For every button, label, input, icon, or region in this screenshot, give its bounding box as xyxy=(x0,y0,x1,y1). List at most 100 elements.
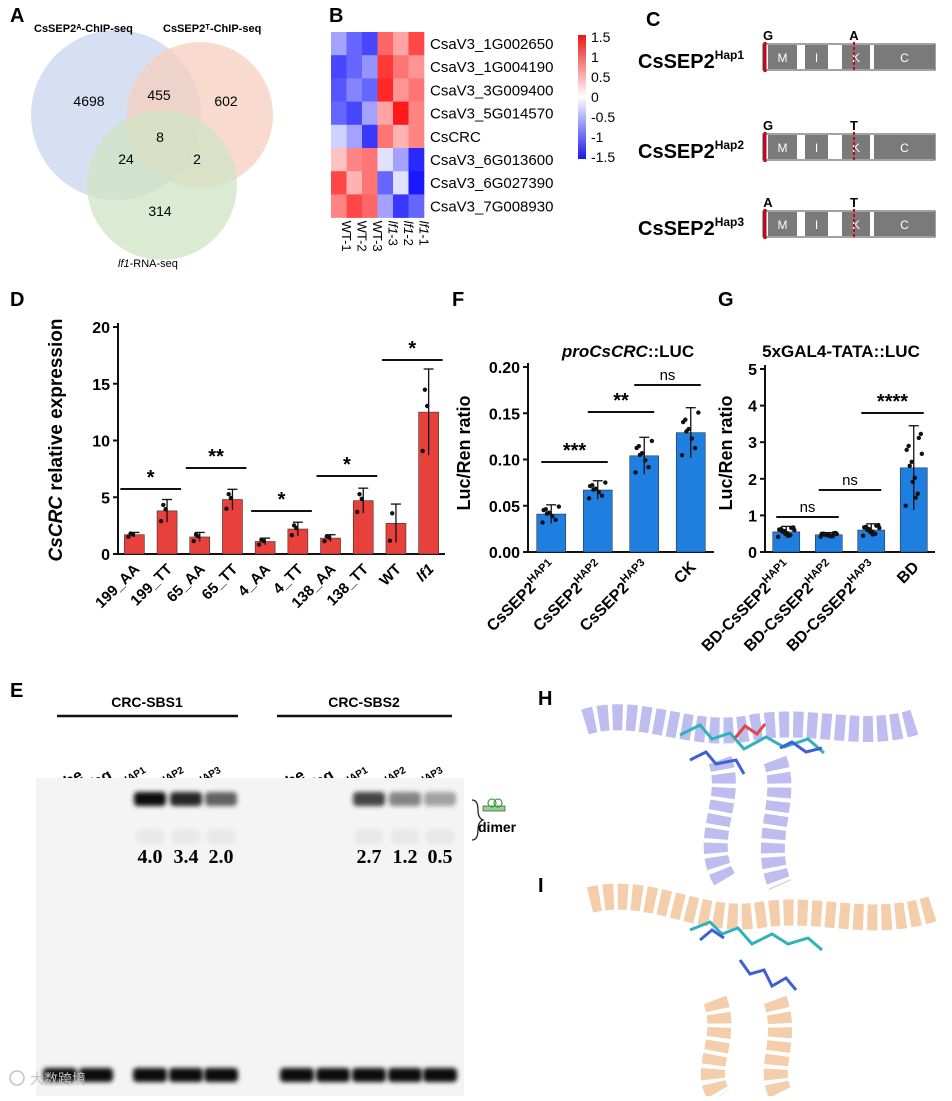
domain-label: K xyxy=(852,141,860,155)
gene-domain-i xyxy=(805,45,828,69)
haplotype-label: CsSEP2Hap2 xyxy=(638,138,744,163)
data-point xyxy=(828,534,833,539)
venn-count-t-rna: 2 xyxy=(193,151,201,167)
gel-band xyxy=(133,1068,167,1082)
gel-band xyxy=(316,1068,350,1082)
chart-f: 0.000.050.100.150.20CsSEP2HAP1CsSEP2HAP2… xyxy=(484,360,714,635)
y-tick-label: 20 xyxy=(92,320,110,337)
y-tick-label: 2 xyxy=(748,472,757,489)
sidechain-i-cyan xyxy=(689,920,823,952)
data-point xyxy=(422,387,428,392)
panel-d: D CsCRC relative expression 05101520199_… xyxy=(10,289,445,612)
heatmap-cell xyxy=(362,148,378,172)
quant-value: 3.4 xyxy=(174,846,199,868)
panel-letter-h: H xyxy=(538,688,552,710)
data-point xyxy=(326,535,332,540)
f-y-axis-label: Luc/Ren ratio xyxy=(454,395,474,510)
data-point xyxy=(634,445,639,451)
significance-label: ns xyxy=(842,472,858,489)
heatmap-cell xyxy=(377,171,394,195)
data-point xyxy=(918,431,924,437)
legend-tick-label: 1.5 xyxy=(591,29,611,45)
heatmap-cell xyxy=(331,101,347,126)
data-point xyxy=(541,507,546,513)
quant-value: 4.0 xyxy=(138,846,163,868)
gene-domain-c xyxy=(874,45,935,69)
heatmap-cell xyxy=(362,124,378,149)
f-title: proCsCRC::LUC xyxy=(561,342,694,361)
legend-tick-label: -1 xyxy=(591,129,604,145)
heatmap-gene-label: CsaV3_6G013600 xyxy=(430,152,553,169)
data-point xyxy=(130,532,136,537)
haplotype-diagrams: CsSEP2Hap1 M I K C G A CsSEP2Hap2 M I K C G T CsSEP2Ha… xyxy=(638,28,936,240)
gene-domain-m xyxy=(768,135,797,159)
data-point xyxy=(637,452,643,458)
g-y-axis-label: Luc/Ren ratio xyxy=(716,395,736,510)
heatmap-cell xyxy=(393,148,409,172)
data-point xyxy=(599,493,605,498)
panel-letter-i: I xyxy=(538,875,544,897)
snp-allele-1: G xyxy=(763,28,773,43)
data-point xyxy=(603,480,608,485)
gene-domain-m xyxy=(768,212,797,236)
data-point xyxy=(684,429,689,434)
significance-label: * xyxy=(147,467,155,489)
probe-label-sbs2: CRC-SBS2 xyxy=(328,694,400,710)
dimer-protein-icon-1 xyxy=(487,798,497,808)
data-point xyxy=(868,529,873,535)
legend-tick-label: 0 xyxy=(591,89,599,105)
heatmap-cell xyxy=(377,124,394,149)
x-tick-label: CK xyxy=(671,558,700,587)
data-point xyxy=(689,436,695,441)
x-tick-label: WT xyxy=(376,561,405,590)
gel-band xyxy=(204,1068,238,1082)
panel-letter-e: E xyxy=(10,680,23,702)
significance-label: ** xyxy=(208,446,224,468)
helix-i-horizontal xyxy=(586,883,940,931)
data-point xyxy=(226,491,231,497)
data-point xyxy=(163,507,168,512)
chart-d: 05101520199_AA199_TT65_AA65_TT4_AA4_TT13… xyxy=(92,320,445,612)
heatmap-cell xyxy=(377,32,394,56)
gene-domain-k xyxy=(842,135,870,159)
panel-letter-c: C xyxy=(646,9,660,31)
data-point xyxy=(420,448,425,454)
venn-label-rna: lf1-RNA-seq xyxy=(118,258,178,270)
data-point xyxy=(553,517,558,522)
data-point xyxy=(643,457,648,463)
data-point xyxy=(861,525,867,530)
data-point xyxy=(228,495,234,501)
snp-allele-2: T xyxy=(850,195,858,210)
dimer-protein-icon-2 xyxy=(493,798,503,808)
gel-band xyxy=(353,792,385,806)
data-point xyxy=(261,538,266,544)
sidechain-h-red xyxy=(733,723,767,739)
heatmap-cell xyxy=(408,194,425,218)
heatmap-cell xyxy=(408,171,425,195)
gene-domain-c xyxy=(874,135,935,159)
heatmap-cell xyxy=(377,55,394,79)
heatmap-cell xyxy=(377,101,394,126)
data-point xyxy=(649,438,655,444)
panel-e: E CRC-SBS1 CRC-SBS2 ProbeTagCsSEP2HAP1Cs… xyxy=(10,680,517,1096)
heatmap-cell xyxy=(377,148,394,172)
data-point xyxy=(646,464,651,470)
venn-label-a: CsSEP2ᴬ-ChIP-seq xyxy=(34,23,133,35)
x-tick-label: 65_TT xyxy=(199,561,242,604)
heatmap-cell xyxy=(331,32,347,56)
venn-label-t: CsSEP2ᵀ-ChIP-seq xyxy=(163,23,261,35)
heatmap-gene-label: CsaV3_1G004190 xyxy=(430,59,553,76)
y-tick-label: 0.00 xyxy=(489,545,520,562)
data-point xyxy=(540,520,545,525)
snp-allele-2: T xyxy=(850,118,858,133)
data-point xyxy=(196,534,201,539)
data-point xyxy=(596,490,602,495)
gel-band xyxy=(355,830,383,844)
panel-f: F proCsCRC::LUC Luc/Ren ratio 0.00 0.05 0.… xyxy=(452,289,714,635)
heatmap-gene-label: CsaV3_3G009400 xyxy=(430,82,553,99)
dimer-bracket xyxy=(471,799,485,841)
helix-h-horizontal xyxy=(581,704,920,744)
heatmap-column-label: WT-2 xyxy=(355,221,370,252)
